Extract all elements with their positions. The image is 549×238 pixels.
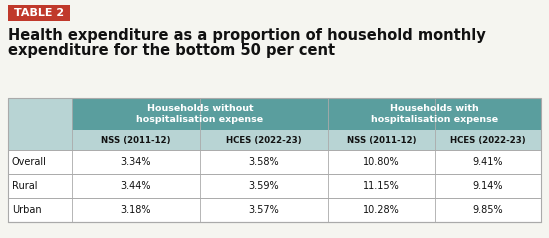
Text: 9.85%: 9.85% [473,205,503,215]
FancyBboxPatch shape [328,98,541,130]
FancyBboxPatch shape [200,130,328,150]
Text: Urban: Urban [12,205,42,215]
FancyBboxPatch shape [328,150,435,174]
FancyBboxPatch shape [8,130,72,150]
FancyBboxPatch shape [328,198,435,222]
FancyBboxPatch shape [8,174,72,198]
FancyBboxPatch shape [72,174,200,198]
Text: 10.80%: 10.80% [363,157,400,167]
FancyBboxPatch shape [72,150,200,174]
Text: HCES (2022-23): HCES (2022-23) [226,135,302,144]
Text: 3.44%: 3.44% [121,181,152,191]
Text: Households without
hospitalisation expense: Households without hospitalisation expen… [137,104,264,124]
Text: 9.14%: 9.14% [473,181,503,191]
Text: 3.58%: 3.58% [249,157,279,167]
FancyBboxPatch shape [435,130,541,150]
Text: Rural: Rural [12,181,37,191]
Text: 9.41%: 9.41% [473,157,503,167]
FancyBboxPatch shape [8,150,72,174]
Text: 3.18%: 3.18% [121,205,152,215]
Text: Health expenditure as a proportion of household monthly: Health expenditure as a proportion of ho… [8,28,486,43]
FancyBboxPatch shape [72,198,200,222]
FancyBboxPatch shape [72,130,200,150]
Text: Households with
hospitalisation expense: Households with hospitalisation expense [371,104,498,124]
Text: 11.15%: 11.15% [363,181,400,191]
FancyBboxPatch shape [328,174,435,198]
FancyBboxPatch shape [200,198,328,222]
FancyBboxPatch shape [72,98,328,130]
FancyBboxPatch shape [435,198,541,222]
Text: 3.34%: 3.34% [121,157,152,167]
FancyBboxPatch shape [200,150,328,174]
FancyBboxPatch shape [8,98,72,130]
FancyBboxPatch shape [8,198,72,222]
Text: 10.28%: 10.28% [363,205,400,215]
FancyBboxPatch shape [8,5,70,21]
Text: 3.59%: 3.59% [249,181,279,191]
FancyBboxPatch shape [435,174,541,198]
Text: Overall: Overall [12,157,47,167]
FancyBboxPatch shape [200,174,328,198]
Text: NSS (2011-12): NSS (2011-12) [101,135,171,144]
Text: 3.57%: 3.57% [249,205,279,215]
Text: expenditure for the bottom 50 per cent: expenditure for the bottom 50 per cent [8,43,335,58]
FancyBboxPatch shape [435,150,541,174]
Text: NSS (2011-12): NSS (2011-12) [347,135,416,144]
FancyBboxPatch shape [328,130,435,150]
Text: HCES (2022-23): HCES (2022-23) [450,135,526,144]
Text: TABLE 2: TABLE 2 [14,8,64,18]
